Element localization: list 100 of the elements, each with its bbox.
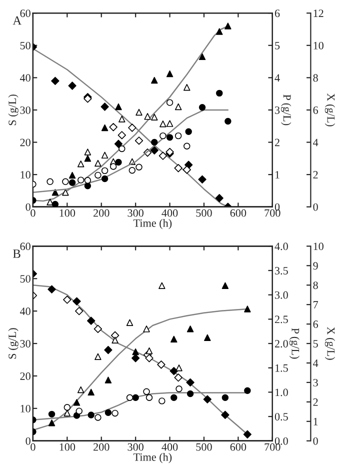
point [132,348,139,356]
point [186,378,194,387]
point [174,132,182,140]
point [143,326,150,332]
point [48,285,56,294]
x-tick-label: 200 [94,443,110,451]
y-tick-label: 40 [20,74,30,82]
point [112,410,118,417]
point [75,306,84,316]
y-tick-label: 0 [26,203,30,211]
point [128,124,136,132]
point [46,178,54,186]
point [222,282,229,289]
point [62,188,69,196]
y2-tick-label: 3.5 [275,267,288,275]
point [224,118,232,125]
point [170,367,178,376]
point [94,414,102,421]
point [131,354,140,362]
point [151,114,158,120]
y3-tick-label: 8 [313,74,318,82]
x-axis-title: Time (h) [133,219,172,230]
y2-tick-label: 4 [274,74,280,82]
point [136,164,142,171]
point [170,336,178,342]
point [104,376,112,384]
y2-tick-label: 4.0 [274,242,288,250]
chart-title: A [12,16,22,25]
point [48,410,56,418]
point [176,364,182,372]
point [126,319,134,326]
point [77,160,84,168]
point [224,22,232,30]
point [221,410,230,419]
point [87,316,96,325]
point [144,113,151,120]
y-axis-title: S (g/L) [8,328,18,359]
point [73,399,80,406]
point [151,138,158,146]
chart-title: B [12,250,20,258]
point [68,172,76,179]
point [132,394,139,401]
point [222,394,229,401]
y2-tick-label: 0.5 [274,412,288,421]
point [77,386,84,394]
y-tick-label: 0 [26,437,30,445]
y3-tick-label: 7 [314,301,318,308]
y2-tick-label: 1.5 [275,364,288,372]
y3-tick-label: 1 [314,418,318,426]
y-tick-label: 10 [20,171,30,179]
point [185,128,192,135]
point [48,419,56,426]
y-tick-label: 40 [20,308,30,316]
y-tick-label: 20 [20,138,30,146]
point [174,103,182,110]
point [151,76,158,84]
point [244,306,251,312]
point [203,395,212,404]
y2-tick-label: 6 [274,10,280,18]
x-tick-label: 100 [60,209,76,217]
point [204,334,211,342]
y3-tick-label: 6 [313,320,318,328]
point [136,108,142,116]
point [128,167,136,174]
y2-tick-label: 3.0 [275,291,288,299]
point [46,198,54,206]
x-tick-label: 500 [196,209,212,217]
point [198,175,206,184]
y3-tick-label: 0 [313,203,318,211]
point [126,394,134,401]
y3-tick-label: 2 [313,171,318,178]
point [170,394,178,401]
point [68,179,76,186]
y-tick-label: 50 [20,275,30,283]
x-tick-label: 100 [60,443,76,451]
point [112,336,118,344]
x-tick-label: 700 [264,443,280,451]
y3-tick-label: 4 [313,138,318,146]
y3-tick-label: 4 [313,360,318,367]
y3-tick-label: 8 [313,282,318,290]
y-tick-label: 60 [20,242,30,250]
point [101,167,108,174]
y2-tick-label: 2.0 [274,340,288,348]
point [143,388,150,395]
y2-tick-label: 0 [274,203,280,211]
point [198,53,206,60]
point [158,398,166,404]
point [84,155,92,162]
point [158,282,166,289]
y2-tick-label: 2 [274,138,280,146]
point [182,166,191,174]
point [146,394,153,401]
x-tick-label: 0 [30,443,36,451]
point [150,146,158,154]
point [84,177,92,184]
x-tick-label: 600 [230,209,246,217]
point [198,104,206,111]
x-tick-label: 300 [128,443,144,451]
point [104,409,112,416]
point [160,120,166,128]
